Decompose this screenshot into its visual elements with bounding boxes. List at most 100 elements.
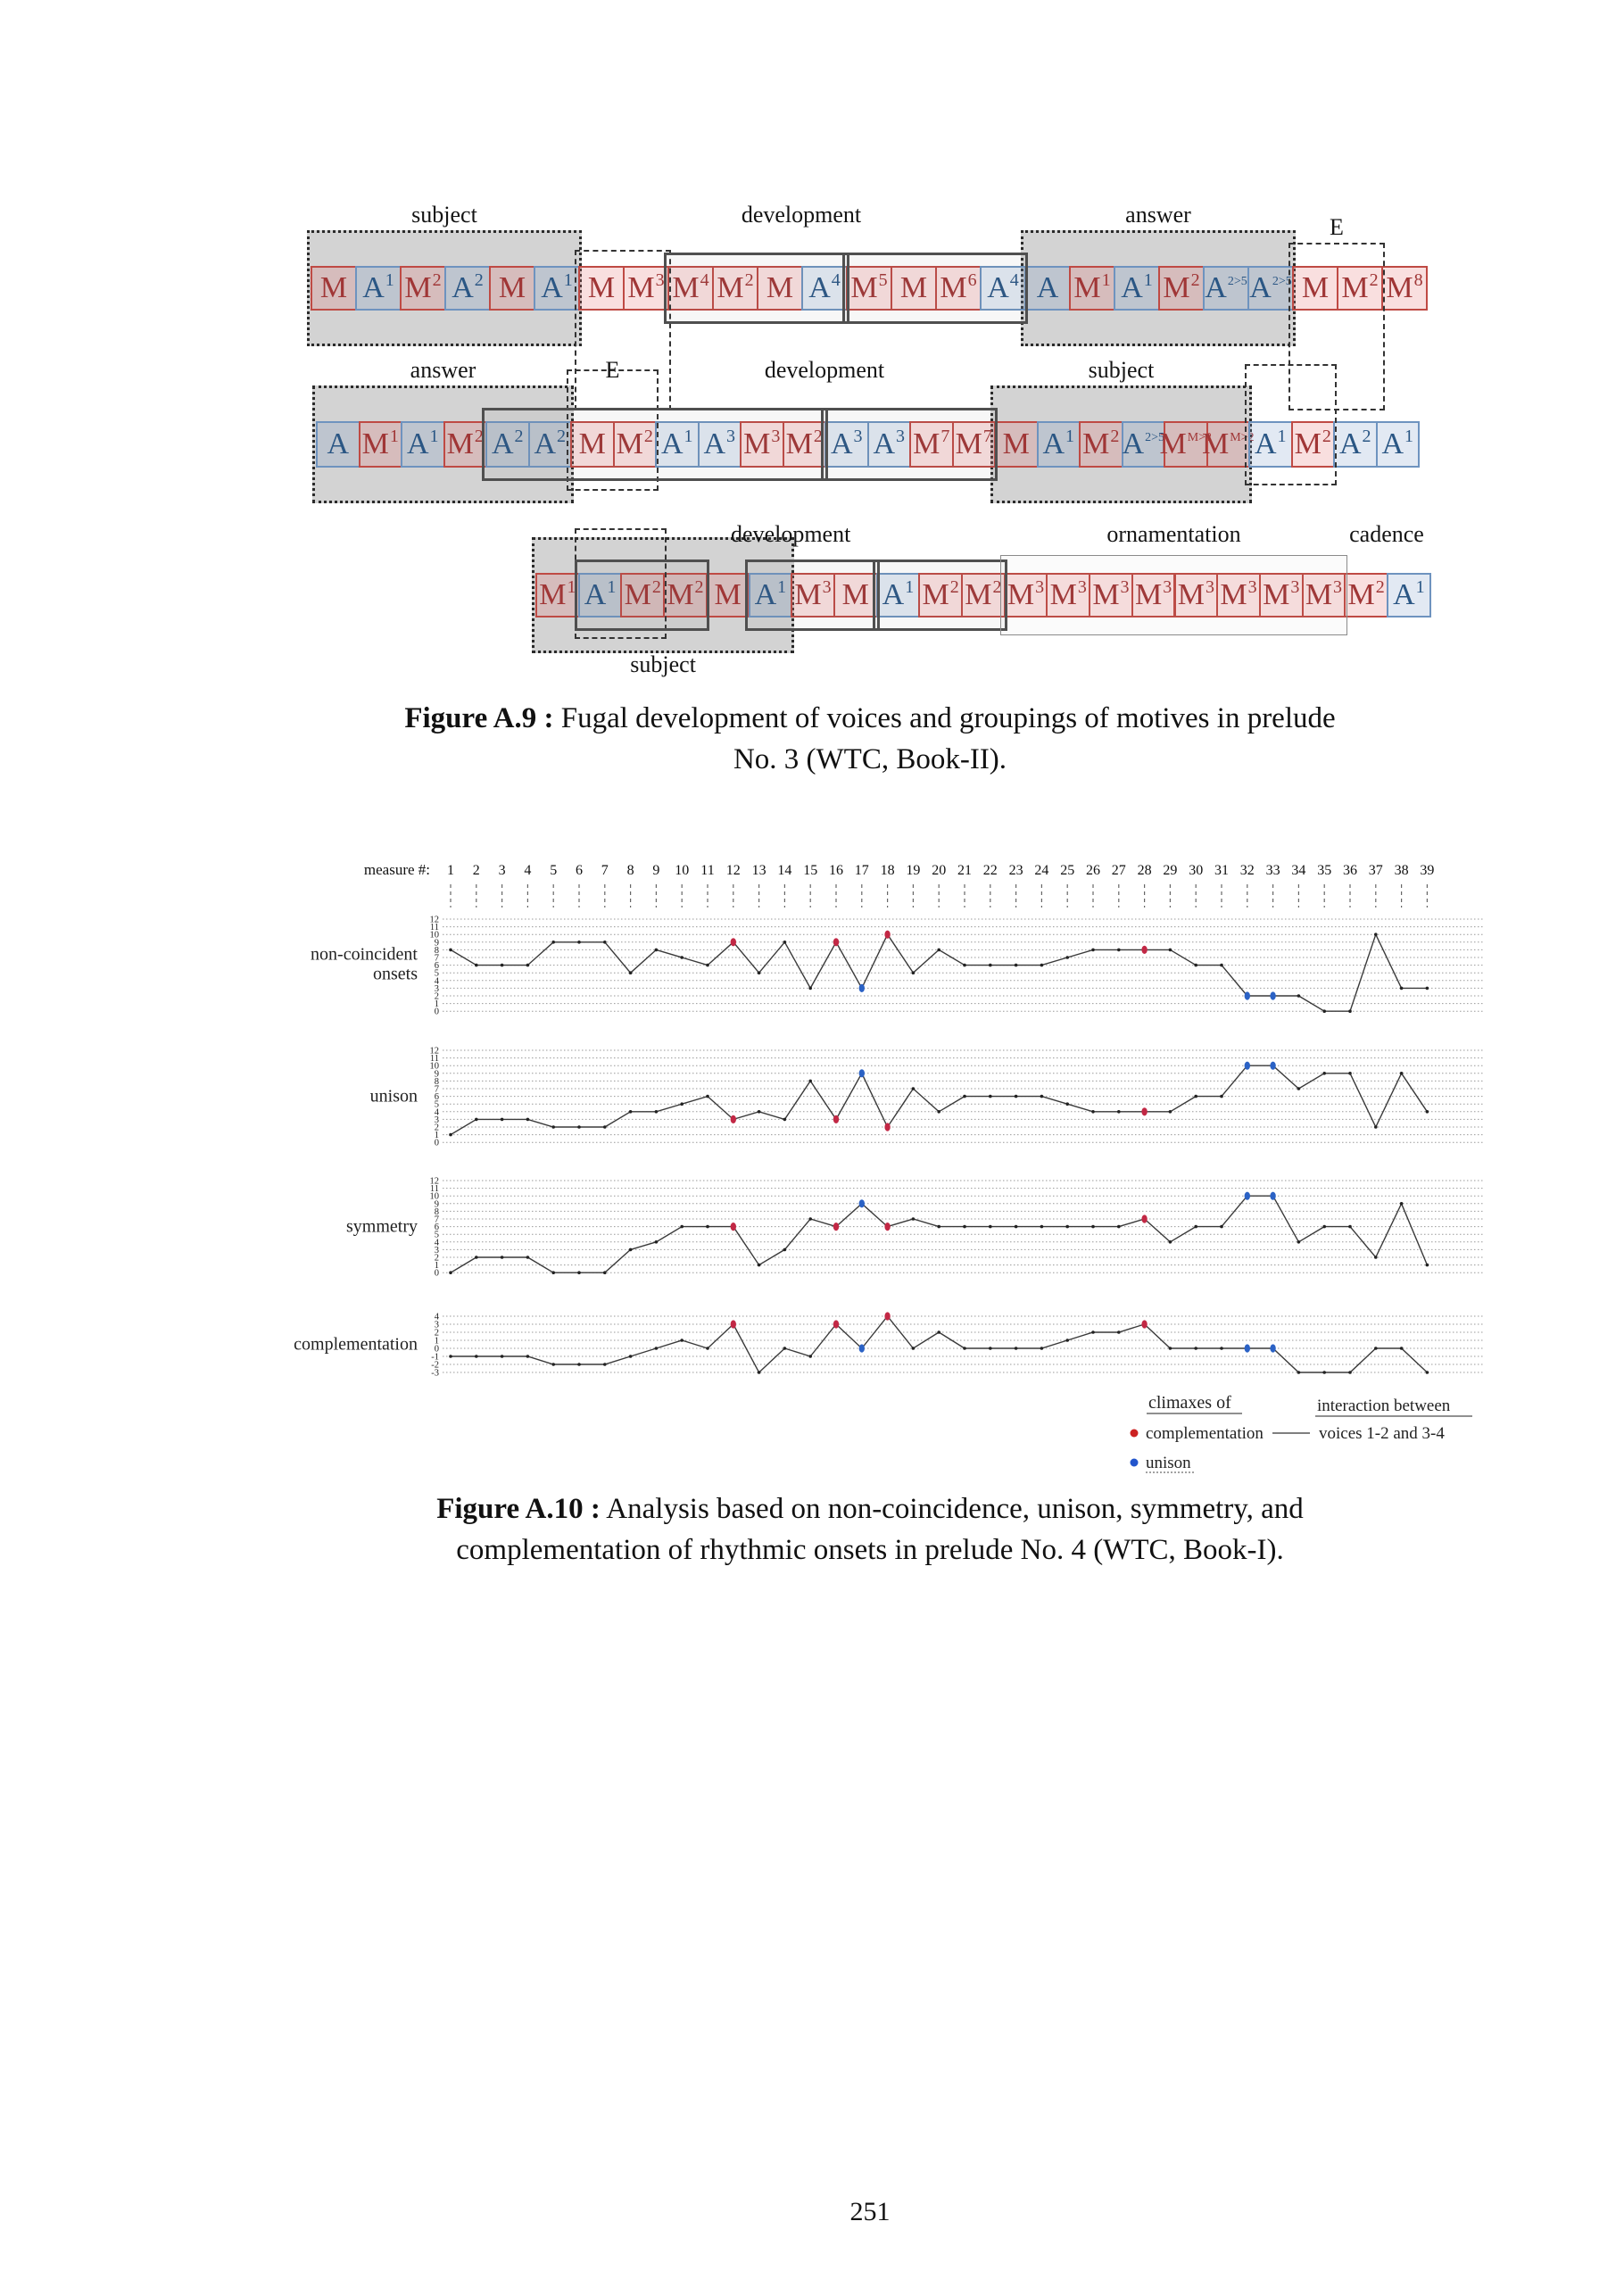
data-point — [1297, 1371, 1301, 1374]
data-point — [1297, 1087, 1301, 1090]
data-point — [577, 941, 581, 944]
measure-number: 34 — [1291, 863, 1305, 878]
y-tick-label: -1 — [431, 1353, 439, 1363]
data-point — [1194, 1347, 1197, 1350]
measure-number: 17 — [855, 863, 869, 878]
data-point — [577, 1271, 581, 1274]
y-tick-label: 12 — [430, 1177, 440, 1187]
motive-cell-m: M — [757, 266, 803, 311]
y-tick-label: 9 — [435, 1069, 439, 1079]
data-point — [963, 1347, 966, 1350]
unison-climax-marker — [1270, 991, 1276, 1000]
measure-number: 21 — [957, 863, 972, 878]
data-point — [1091, 1224, 1095, 1229]
data-point — [1399, 1072, 1404, 1075]
unison-climax-marker — [1270, 1344, 1276, 1353]
data-point — [911, 971, 916, 974]
data-point — [628, 1247, 633, 1252]
data-point — [1220, 963, 1223, 967]
y-tick-label: 9 — [435, 1199, 439, 1209]
complementation-climax-marker — [833, 938, 840, 947]
data-point — [1374, 1347, 1378, 1350]
unison-climax-marker — [858, 1344, 865, 1353]
data-point — [757, 1371, 761, 1374]
data-point — [1168, 948, 1172, 952]
motive-cell-m: M — [891, 266, 937, 311]
y-tick-label: 0 — [435, 1269, 439, 1279]
measure-number: 8 — [627, 863, 634, 878]
y-tick-label: 11 — [430, 923, 439, 932]
y-tick-label: 4 — [435, 1238, 440, 1247]
data-point — [577, 1125, 581, 1129]
y-tick-label: 2 — [435, 1123, 439, 1133]
complementation-climax-marker — [730, 1115, 736, 1123]
data-point — [526, 1117, 530, 1122]
figure-a9-caption: Figure A.9 : Fugal development of voices… — [268, 698, 1472, 780]
data-point — [937, 948, 940, 952]
E-box — [567, 369, 659, 491]
data-point — [1220, 1094, 1223, 1098]
unison-climax-marker — [858, 1199, 865, 1208]
page-number: 251 — [849, 2197, 891, 2226]
y-tick-label: 4 — [435, 976, 440, 986]
data-point — [603, 1363, 607, 1366]
unison-climax-marker — [1244, 1344, 1251, 1353]
unison-climax-marker — [1270, 1191, 1276, 1200]
motive-cell-a25: A 2>5 — [1203, 266, 1249, 311]
data-point — [1065, 1224, 1069, 1229]
data-point — [628, 1355, 633, 1358]
group-box — [574, 559, 709, 631]
measure-number: 37 — [1369, 863, 1383, 878]
y-tick-label: 2 — [435, 1329, 439, 1339]
y-tick-label: 3 — [435, 1321, 439, 1330]
measure-number: 24 — [1034, 863, 1048, 878]
data-point — [1399, 1202, 1404, 1206]
measure-number: 15 — [803, 863, 817, 878]
data-point — [1117, 1330, 1121, 1334]
data-point — [808, 1355, 812, 1358]
y-tick-label: 7 — [435, 1085, 439, 1095]
y-tick-label: 0 — [435, 1139, 439, 1148]
data-point — [654, 948, 659, 952]
data-point — [500, 1256, 504, 1259]
y-tick-label: 3 — [435, 1246, 439, 1256]
data-point — [783, 941, 787, 944]
legend-title-climaxes: climaxes of — [1148, 1393, 1231, 1413]
measure-number: 23 — [1009, 863, 1023, 878]
y-tick-label: -3 — [431, 1369, 439, 1379]
measure-number: 35 — [1317, 863, 1331, 878]
chart-label: unison — [370, 1087, 418, 1107]
data-point — [1117, 1224, 1121, 1229]
section-label-answer: answer — [1125, 202, 1191, 228]
section-label-subject: subject — [411, 202, 477, 228]
data-point — [783, 1347, 787, 1350]
data-point — [1065, 956, 1069, 959]
measure-number: 14 — [777, 863, 791, 878]
figure-a10-label: Figure A.10 : — [436, 1493, 601, 1525]
caption-line: complementation of rhythmic onsets in pr… — [456, 1534, 1284, 1566]
y-tick-label: 1 — [435, 1337, 439, 1347]
data-point — [1322, 1009, 1326, 1013]
data-point — [1194, 1224, 1197, 1229]
section-label-subject: subject — [630, 651, 696, 677]
data-point — [449, 1355, 452, 1358]
y-tick-label: 8 — [435, 946, 439, 956]
data-point — [1297, 1240, 1301, 1244]
data-point — [808, 1217, 812, 1221]
data-point — [526, 1256, 530, 1259]
data-point — [680, 1224, 684, 1229]
motive-cell-m: M — [311, 266, 357, 311]
motive-cell-m: M — [570, 421, 615, 468]
